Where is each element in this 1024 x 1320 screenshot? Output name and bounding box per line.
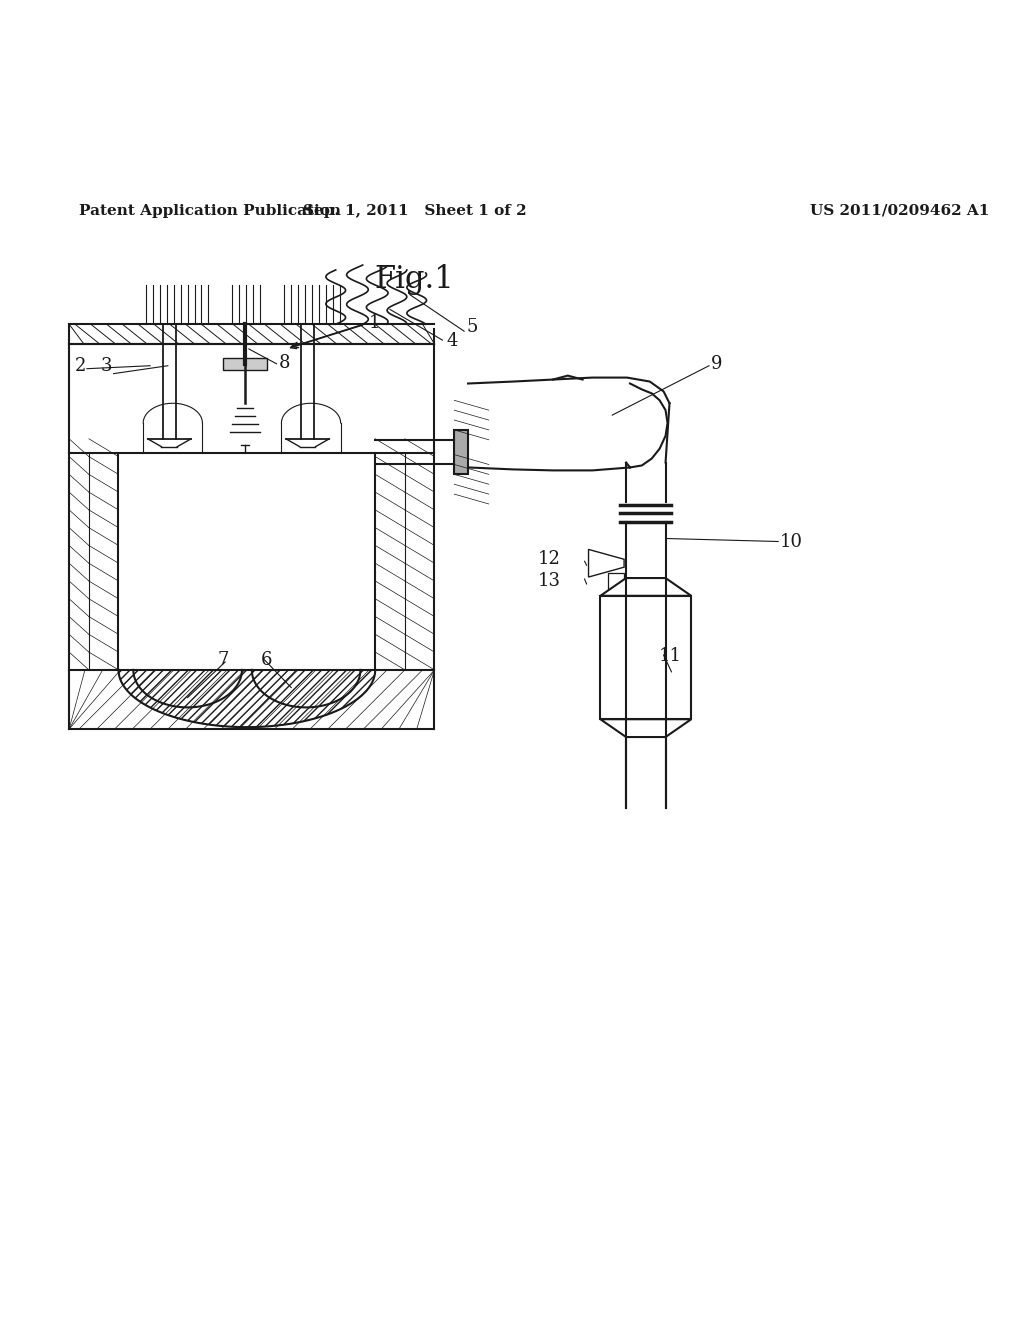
Bar [223,358,266,370]
Text: 4: 4 [446,333,458,350]
Text: 3: 3 [100,356,113,375]
Text: Fig.1: Fig.1 [375,264,455,296]
Bar [455,430,468,474]
Text: 7: 7 [217,651,228,669]
Text: 1: 1 [369,314,380,333]
Bar [600,595,691,719]
Text: 12: 12 [538,550,561,569]
Text: 8: 8 [279,354,290,372]
Text: 11: 11 [658,647,682,665]
Text: 13: 13 [538,572,561,590]
Text: Patent Application Publication: Patent Application Publication [79,203,341,218]
Polygon shape [589,549,624,577]
Text: Sep. 1, 2011   Sheet 1 of 2: Sep. 1, 2011 Sheet 1 of 2 [303,203,526,218]
Text: 9: 9 [711,355,723,372]
Bar [608,573,624,589]
Text: 5: 5 [466,318,477,337]
Text: 10: 10 [780,532,803,550]
Polygon shape [600,719,691,737]
Text: 6: 6 [261,651,272,669]
Polygon shape [70,669,434,727]
Text: US 2011/0209462 A1: US 2011/0209462 A1 [810,203,989,218]
Text: 2: 2 [75,356,86,375]
Polygon shape [600,578,691,595]
